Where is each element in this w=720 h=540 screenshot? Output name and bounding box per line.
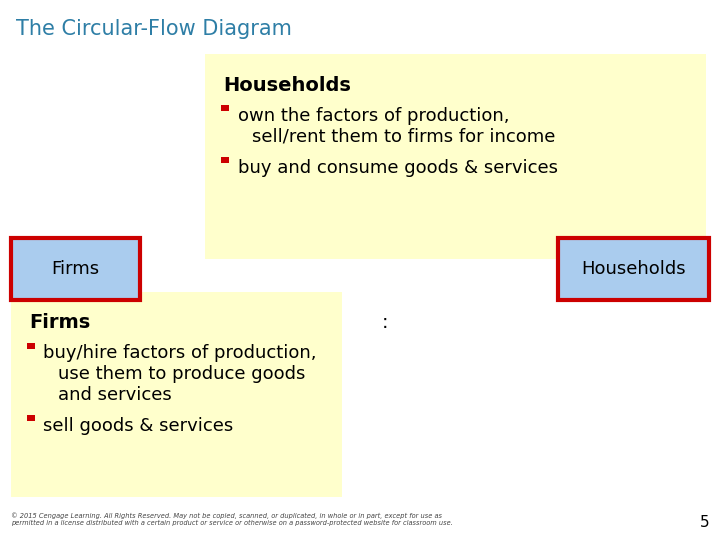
FancyBboxPatch shape [221, 157, 229, 163]
FancyBboxPatch shape [11, 238, 140, 300]
Text: use them to produce goods: use them to produce goods [58, 365, 305, 383]
FancyBboxPatch shape [27, 415, 35, 421]
Text: sell/rent them to firms for income: sell/rent them to firms for income [252, 127, 555, 146]
FancyBboxPatch shape [205, 54, 706, 259]
Text: Firms: Firms [29, 313, 90, 332]
Text: own the factors of production,: own the factors of production, [238, 107, 509, 125]
Text: buy/hire factors of production,: buy/hire factors of production, [43, 345, 317, 362]
Text: © 2015 Cengage Learning. All Rights Reserved. May not be copied, scanned, or dup: © 2015 Cengage Learning. All Rights Rese… [11, 512, 453, 526]
FancyBboxPatch shape [27, 342, 35, 348]
Text: and services: and services [58, 386, 171, 404]
Text: Households: Households [581, 260, 686, 278]
Text: 5: 5 [700, 515, 709, 530]
FancyBboxPatch shape [11, 292, 342, 497]
Text: sell goods & services: sell goods & services [43, 417, 233, 435]
Text: Households: Households [223, 76, 351, 94]
Text: buy and consume goods & services: buy and consume goods & services [238, 159, 557, 177]
Text: Firms: Firms [52, 260, 99, 278]
Text: :: : [382, 313, 388, 332]
FancyBboxPatch shape [558, 238, 709, 300]
Text: The Circular-Flow Diagram: The Circular-Flow Diagram [16, 19, 292, 39]
FancyBboxPatch shape [221, 105, 229, 111]
